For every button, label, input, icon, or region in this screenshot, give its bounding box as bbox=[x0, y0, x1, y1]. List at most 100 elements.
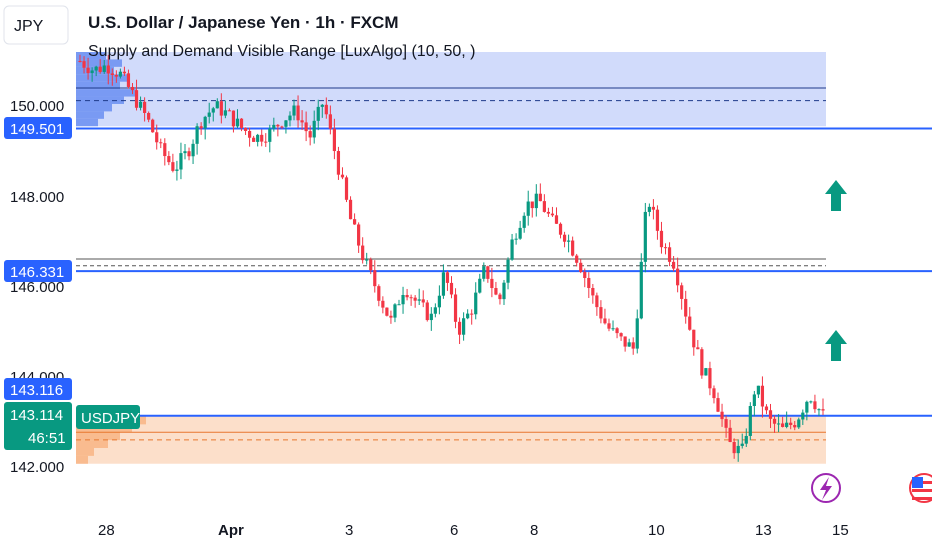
candle bbox=[663, 243, 668, 255]
candle-body bbox=[324, 104, 328, 115]
candle-body bbox=[348, 199, 353, 220]
candle-body bbox=[776, 423, 781, 425]
candle bbox=[413, 295, 417, 308]
candle bbox=[639, 253, 643, 320]
candle-body bbox=[817, 409, 821, 411]
candle-body bbox=[300, 120, 304, 123]
candle-body bbox=[478, 278, 482, 293]
candle-body bbox=[643, 211, 647, 262]
svg-text:USDJPY: USDJPY bbox=[81, 410, 140, 427]
candle bbox=[296, 95, 300, 128]
candle-body bbox=[159, 142, 163, 144]
candle bbox=[179, 142, 183, 180]
candle-body bbox=[183, 151, 187, 154]
us-flag-icon[interactable] bbox=[909, 473, 932, 503]
candle bbox=[344, 175, 349, 203]
candle bbox=[276, 124, 280, 137]
candle bbox=[732, 438, 736, 459]
indicator-label[interactable]: Supply and Demand Visible Range [LuxAlgo… bbox=[88, 43, 476, 60]
candle bbox=[163, 138, 167, 166]
supply-profile-bar bbox=[76, 96, 124, 104]
candle bbox=[332, 118, 336, 160]
candle-body bbox=[680, 285, 684, 299]
candle-body bbox=[357, 224, 361, 246]
candle-body bbox=[748, 406, 752, 436]
candle-body bbox=[522, 215, 526, 228]
candle-body bbox=[720, 411, 724, 420]
candle-body bbox=[433, 307, 437, 314]
candle-body bbox=[252, 137, 256, 142]
y-tick: 148.000 bbox=[10, 189, 64, 206]
candle bbox=[231, 110, 236, 133]
candle-body bbox=[377, 286, 381, 301]
supply-profile-bar bbox=[76, 89, 136, 97]
candle-body bbox=[647, 206, 651, 212]
candle bbox=[522, 212, 526, 233]
candle bbox=[482, 262, 486, 282]
candle bbox=[393, 303, 397, 323]
candle bbox=[199, 122, 203, 135]
candle-body bbox=[793, 425, 797, 428]
candle bbox=[385, 307, 389, 317]
candle bbox=[611, 320, 615, 331]
price-label-low: 143.116 bbox=[4, 378, 72, 400]
candle bbox=[449, 276, 454, 299]
candle-body bbox=[421, 299, 425, 303]
candle bbox=[340, 167, 345, 180]
candle bbox=[651, 199, 656, 220]
candle-body bbox=[562, 234, 567, 242]
candle-body bbox=[223, 110, 227, 116]
candle-body bbox=[712, 388, 716, 399]
candle bbox=[583, 268, 587, 288]
candle-body bbox=[288, 115, 292, 121]
candle bbox=[542, 194, 546, 213]
x-tick: 6 bbox=[450, 522, 458, 539]
candle bbox=[171, 153, 175, 173]
candle bbox=[478, 273, 482, 294]
candle-body bbox=[122, 71, 127, 74]
candle-body bbox=[635, 318, 639, 349]
candle-body bbox=[147, 112, 151, 120]
candle bbox=[425, 300, 429, 322]
candle-body bbox=[736, 445, 740, 454]
lightning-icon[interactable] bbox=[811, 473, 841, 503]
candle bbox=[579, 259, 583, 274]
up-arrow-icon bbox=[825, 330, 847, 361]
candle bbox=[215, 98, 219, 109]
candle-body bbox=[752, 394, 756, 407]
candle bbox=[655, 205, 660, 240]
candle-body bbox=[603, 318, 607, 324]
supply-demand-zones bbox=[76, 52, 826, 464]
demand-profile-bar bbox=[76, 448, 94, 456]
candle-body bbox=[575, 255, 579, 263]
candle bbox=[615, 327, 619, 339]
candle-body bbox=[567, 240, 571, 242]
candle-body bbox=[692, 329, 696, 348]
x-tick: 13 bbox=[755, 522, 772, 539]
candle bbox=[462, 312, 466, 341]
symbol-button[interactable]: JPY bbox=[3, 5, 69, 45]
candle-body bbox=[316, 106, 320, 121]
candle-body bbox=[134, 90, 139, 108]
candle bbox=[453, 288, 458, 329]
candle bbox=[688, 307, 692, 331]
candle bbox=[401, 286, 405, 314]
horizontal-levels bbox=[76, 127, 932, 417]
candle-body bbox=[756, 385, 760, 395]
candle-body bbox=[405, 295, 409, 298]
candle bbox=[510, 233, 514, 261]
candle-body bbox=[627, 342, 631, 347]
candle-body bbox=[768, 410, 773, 419]
candle bbox=[554, 207, 559, 224]
supply-profile-bar bbox=[76, 103, 112, 112]
y-tick: 150.000 bbox=[10, 98, 64, 115]
x-axis: 28 Apr 3 6 8 10 13 15 bbox=[98, 522, 849, 539]
candle bbox=[498, 292, 502, 305]
candle-body bbox=[437, 295, 441, 308]
candle bbox=[607, 318, 611, 332]
candle-body bbox=[655, 209, 660, 231]
candle-body bbox=[239, 118, 244, 129]
candle bbox=[470, 309, 474, 325]
candle-body bbox=[312, 120, 316, 138]
